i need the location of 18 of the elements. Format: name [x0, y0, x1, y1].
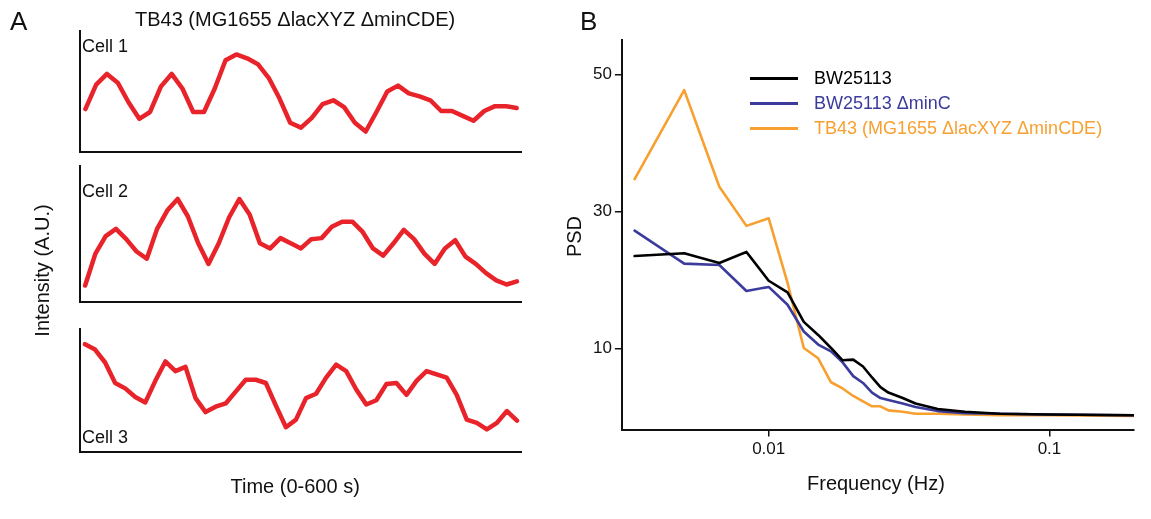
legend-label: TB43 (MG1655 ΔlacXYZ ΔminCDE) — [814, 118, 1103, 139]
annotation: Cell 2 — [82, 181, 129, 202]
y-tick-label: 50 — [592, 63, 612, 83]
y-axis-title: Intensity (A.U.) — [30, 203, 54, 337]
y-tick-label: 30 — [592, 201, 612, 221]
legend-label: BW25113 — [814, 68, 892, 89]
text: B — [580, 6, 598, 37]
x-tick-label: 0.01 — [752, 439, 786, 459]
x-tick-label: 0.1 — [1037, 439, 1062, 459]
annotation: Cell 1 — [82, 36, 129, 57]
y-axis-title: PSD — [562, 215, 586, 257]
text: A — [10, 6, 28, 37]
x-axis-title: Frequency (Hz) — [807, 472, 945, 495]
legend-label: BW25113 ΔminC — [814, 93, 951, 114]
annotation: Cell 3 — [82, 427, 129, 448]
x-axis-title: Time (0-600 s) — [230, 475, 360, 498]
chart-title: TB43 (MG1655 ΔlacXYZ ΔminCDE) — [135, 8, 456, 31]
y-tick-label: 10 — [592, 338, 612, 358]
